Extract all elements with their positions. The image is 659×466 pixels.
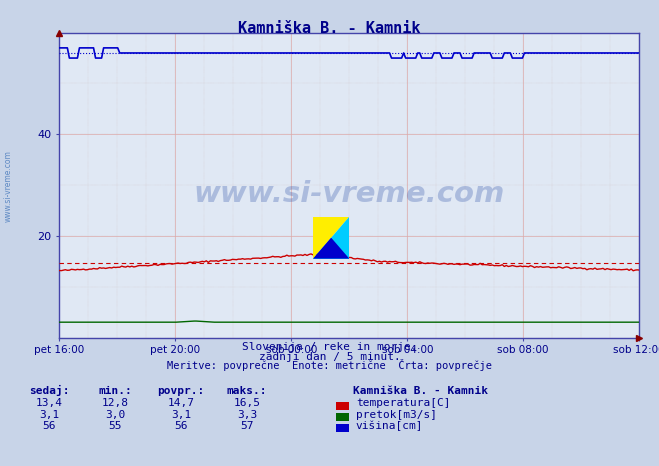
Text: zadnji dan / 5 minut.: zadnji dan / 5 minut. [258, 352, 401, 362]
Text: 3,1: 3,1 [171, 410, 191, 419]
Text: 12,8: 12,8 [102, 398, 129, 408]
Text: 56: 56 [175, 421, 188, 431]
Text: 16,5: 16,5 [234, 398, 260, 408]
Text: 3,0: 3,0 [105, 410, 125, 419]
Text: www.si-vreme.com: www.si-vreme.com [3, 151, 13, 222]
Text: www.si-vreme.com: www.si-vreme.com [194, 180, 505, 208]
Text: 14,7: 14,7 [168, 398, 194, 408]
Text: maks.:: maks.: [227, 386, 268, 396]
Text: 56: 56 [43, 421, 56, 431]
Text: Meritve: povprečne  Enote: metrične  Črta: povprečje: Meritve: povprečne Enote: metrične Črta:… [167, 359, 492, 371]
Polygon shape [313, 238, 349, 259]
Text: sedaj:: sedaj: [29, 385, 70, 396]
Text: Slovenija / reke in morje.: Slovenija / reke in morje. [242, 343, 417, 352]
Text: pretok[m3/s]: pretok[m3/s] [356, 410, 437, 419]
Text: Kamniška B. - Kamnik: Kamniška B. - Kamnik [353, 386, 488, 396]
Text: 3,3: 3,3 [237, 410, 257, 419]
Polygon shape [313, 217, 349, 259]
Text: temperatura[C]: temperatura[C] [356, 398, 450, 408]
Polygon shape [313, 217, 349, 259]
Text: Kamniška B. - Kamnik: Kamniška B. - Kamnik [239, 21, 420, 36]
Text: 13,4: 13,4 [36, 398, 63, 408]
Text: min.:: min.: [98, 386, 132, 396]
Text: povpr.:: povpr.: [158, 386, 205, 396]
Text: 57: 57 [241, 421, 254, 431]
Text: višina[cm]: višina[cm] [356, 420, 423, 431]
Text: 55: 55 [109, 421, 122, 431]
Text: 3,1: 3,1 [40, 410, 59, 419]
